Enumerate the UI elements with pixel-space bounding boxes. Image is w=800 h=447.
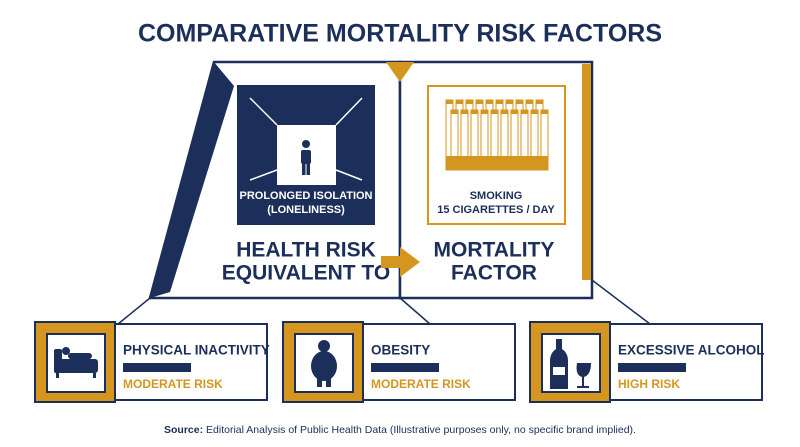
cigarette-tip: [506, 100, 513, 104]
caption: FACTOR: [451, 262, 537, 285]
cigarette-tip: [461, 110, 468, 114]
cigarette-tip: [516, 100, 523, 104]
cigarette-tip: [471, 110, 478, 114]
caption: HEALTH RISK: [236, 239, 376, 262]
cigarette-tip: [456, 100, 463, 104]
box-label: PROLONGED ISOLATION: [239, 190, 372, 202]
head: [318, 340, 330, 352]
cigarette-tip: [466, 100, 473, 104]
risk-label: MODERATE RISK: [371, 377, 471, 391]
sofa-leg: [93, 373, 96, 378]
cigarette-filter: [471, 156, 478, 170]
source-text: Editorial Analysis of Public Health Data…: [206, 424, 636, 436]
sofa: [54, 359, 98, 373]
caption: MORTALITY: [434, 239, 555, 262]
cigarette-filter: [481, 156, 488, 170]
cigarette-tip: [451, 110, 458, 114]
cigarette-filter: [491, 156, 498, 170]
caption: EQUIVALENT TO: [222, 262, 390, 285]
card-title: EXCESSIVE ALCOHOL: [618, 343, 765, 358]
cigarettes-icon: [445, 99, 549, 171]
card: EXCESSIVE ALCOHOL HIGH RISK: [529, 321, 765, 403]
box-label: (LONELINESS): [267, 204, 345, 216]
risk-bar: [123, 363, 191, 372]
card-title: PHYSICAL INACTIVITY: [123, 343, 270, 358]
cigarette-filter: [461, 156, 468, 170]
card-title: OBESITY: [371, 343, 430, 358]
cigarette-tip: [511, 110, 518, 114]
cigarette-filter: [516, 156, 523, 170]
leg: [326, 378, 331, 387]
cigarette-filter: [506, 156, 513, 170]
cards: PHYSICAL INACTIVITY MODERATE RISK OBESITY M…: [34, 321, 765, 403]
cigarette-tip: [536, 100, 543, 104]
cigarette-tip: [446, 100, 453, 104]
leg: [317, 378, 322, 387]
cigarette-filter: [521, 156, 528, 170]
sofa-leg: [56, 373, 59, 378]
cigarette-filter: [526, 156, 533, 170]
cigarette-filter: [536, 156, 543, 170]
cigarette-tip: [541, 110, 548, 114]
cigarette-tip: [491, 110, 498, 114]
cigarette-filter: [451, 156, 458, 170]
cigarette-tip: [476, 100, 483, 104]
cigarette-filter: [496, 156, 503, 170]
card: PHYSICAL INACTIVITY MODERATE RISK: [34, 321, 270, 403]
cigarette-filter: [476, 156, 483, 170]
cigarette-tip: [531, 110, 538, 114]
body: [311, 351, 337, 381]
arrow: [381, 247, 420, 277]
cigarette-tip: [521, 110, 528, 114]
main-panel: PROLONGED ISOLATION (LONELINESS) SMOKING…: [148, 60, 594, 300]
source-label: Source:: [164, 424, 203, 436]
cigarette-filter: [501, 156, 508, 170]
title: COMPARATIVE MORTALITY RISK FACTORS: [138, 20, 662, 48]
risk-label: MODERATE RISK: [123, 377, 223, 391]
cigarette-filter: [456, 156, 463, 170]
cigarette-filter: [466, 156, 473, 170]
glass: [576, 363, 591, 388]
card: OBESITY MODERATE RISK: [282, 321, 516, 403]
risk-label: HIGH RISK: [618, 377, 680, 391]
cigarette-filter: [446, 156, 453, 170]
bottle: [550, 339, 568, 389]
cigarette-tip: [481, 110, 488, 114]
cigarette-tip: [526, 100, 533, 104]
body: [68, 353, 92, 359]
box-label: SMOKING: [470, 190, 523, 202]
risk-bar: [618, 363, 686, 372]
box-label: 15 CIGARETTES / DAY: [437, 204, 555, 216]
sofa-back: [54, 349, 62, 373]
bottle-label: [553, 367, 565, 375]
cigarette-tip: [496, 100, 503, 104]
cigarette-filter: [531, 156, 538, 170]
cigarette-filter: [541, 156, 548, 170]
cigarette-filter: [511, 156, 518, 170]
cigarette-tip: [501, 110, 508, 114]
source: Source: Editorial Analysis of Public Hea…: [164, 424, 636, 436]
head: [62, 347, 70, 355]
connectors: [117, 279, 651, 325]
cigarette-filter: [486, 156, 493, 170]
risk-bar: [371, 363, 439, 372]
cigarette-tip: [486, 100, 493, 104]
